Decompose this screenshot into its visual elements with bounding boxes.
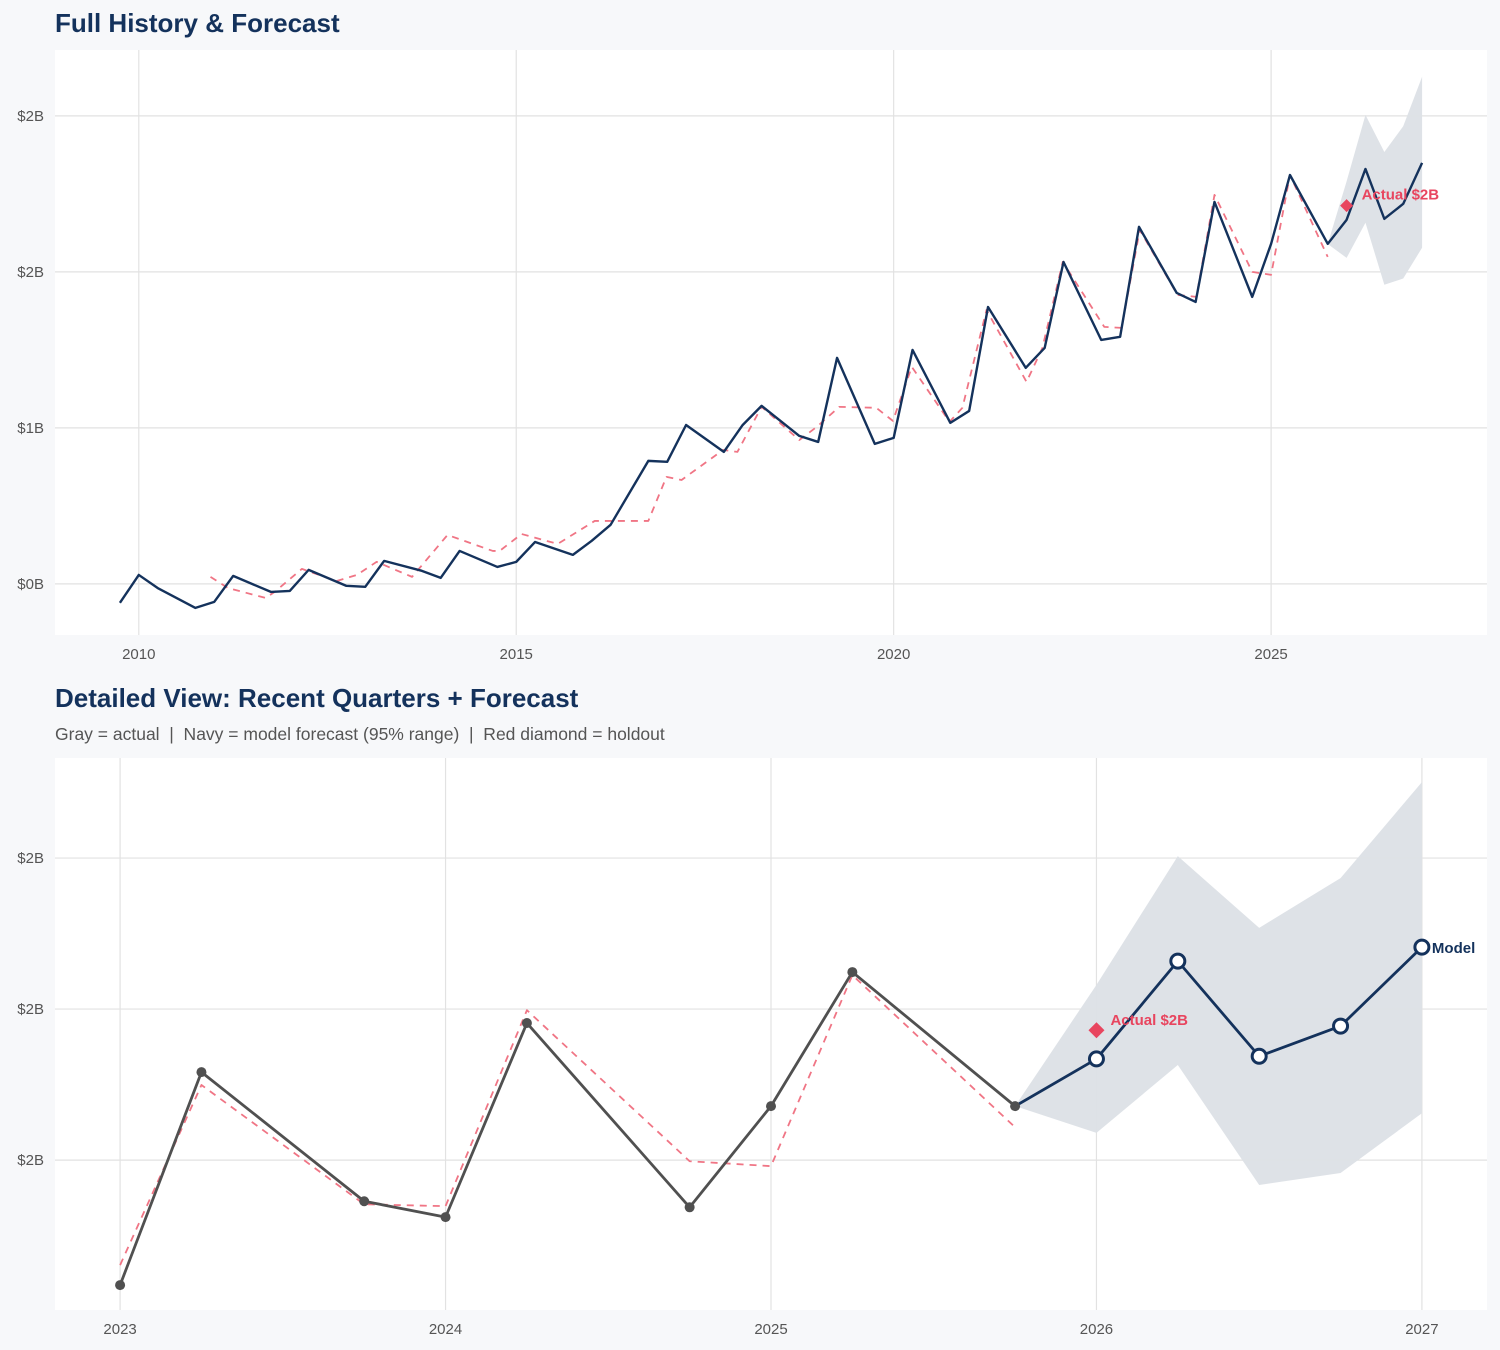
x-tick-label: 2023 — [103, 1321, 136, 1338]
forecast-point — [1332, 1017, 1350, 1035]
actual-point — [196, 1067, 207, 1078]
plot-panel — [55, 50, 1487, 635]
forecast-95-range-band — [1327, 76, 1423, 285]
fitted-line — [119, 974, 1016, 1266]
actual-point — [115, 1280, 126, 1291]
x-tick-label: 2027 — [1405, 1321, 1438, 1338]
forecast-point — [1087, 1050, 1105, 1068]
y-tick-label: $2B — [17, 850, 44, 867]
history-and-forecast-line — [118, 162, 1424, 610]
forecast-point — [1250, 1047, 1268, 1065]
forecast-95-range-band — [1015, 782, 1422, 1186]
holdout-diamond — [1340, 199, 1354, 213]
forecast-point — [1413, 938, 1431, 956]
x-tick-label: 2010 — [122, 646, 155, 663]
actual-point — [440, 1212, 451, 1223]
forecast-point — [1169, 952, 1187, 970]
x-tick-label: 2025 — [1254, 646, 1287, 663]
y-tick-label: $0B — [17, 576, 44, 593]
y-tick-label: $2B — [17, 264, 44, 281]
x-tick-label: 2020 — [877, 646, 910, 663]
y-tick-label: $2B — [17, 1001, 44, 1018]
actual-point — [684, 1202, 695, 1213]
actual-point — [521, 1018, 532, 1029]
holdout-label: Actual $2B — [1110, 1012, 1188, 1029]
y-tick-label: $2B — [17, 1152, 44, 1169]
x-tick-label: 2024 — [429, 1321, 462, 1338]
x-tick-label: 2015 — [500, 646, 533, 663]
model-end-label: Model — [1432, 940, 1475, 957]
top-chart-title: Full History & Forecast — [55, 8, 340, 38]
actual-point — [1010, 1101, 1021, 1112]
actual-point — [766, 1101, 776, 1112]
actual-point — [359, 1196, 370, 1207]
bottom-chart-subtitle: Gray = actual | Navy = model forecast (9… — [55, 724, 665, 744]
x-tick-label: 2025 — [754, 1321, 787, 1338]
full-history-chart: $0B $1B $2B $2B 2010 2015 2020 2025 Actual $2B — [17, 50, 1487, 663]
holdout-diamond — [1088, 1022, 1105, 1039]
detailed-view-chart: $2B $2B $2B 2023 2024 2025 2026 2027 Model Actual… — [17, 758, 1487, 1338]
y-tick-label: $2B — [17, 108, 44, 125]
x-tick-label: 2026 — [1080, 1321, 1113, 1338]
bottom-chart-title: Detailed View: Recent Quarters + Forecas… — [55, 683, 579, 713]
holdout-label: Actual $2B — [1362, 187, 1440, 204]
y-tick-label: $1B — [17, 420, 44, 437]
actual-point — [847, 967, 858, 978]
forecast-line — [1014, 946, 1423, 1108]
